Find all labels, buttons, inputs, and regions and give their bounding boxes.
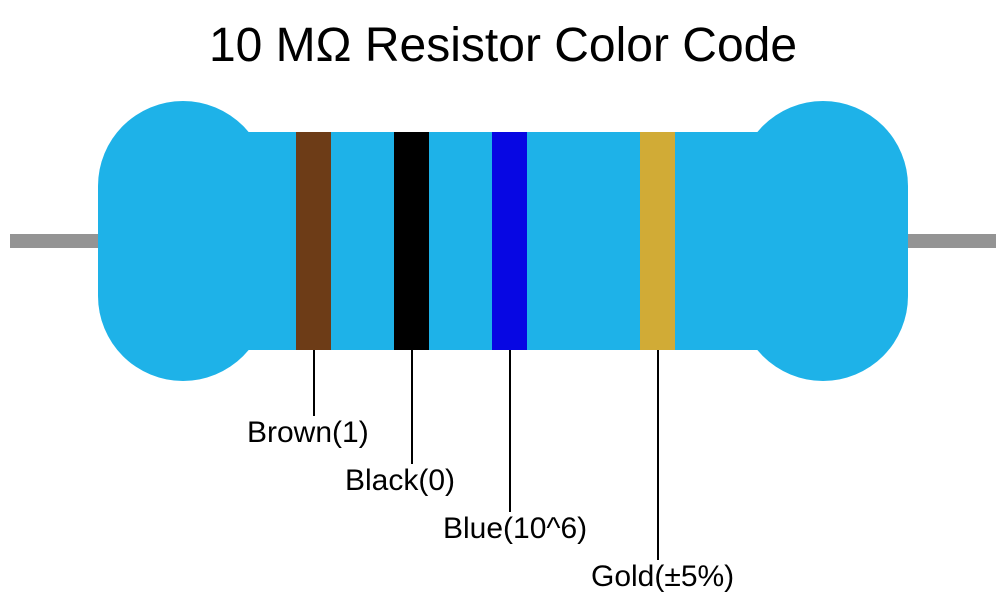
band-label-4: Gold(±5%) xyxy=(591,560,734,594)
leader-line-2 xyxy=(411,350,413,464)
leader-line-1 xyxy=(313,350,315,416)
band-label-1: Brown(1) xyxy=(247,416,369,450)
diagram-title: 10 MΩ Resistor Color Code xyxy=(0,18,1006,73)
band-label-2: Black(0) xyxy=(345,464,455,498)
band-label-3: Blue(10^6) xyxy=(443,512,587,546)
color-band-4 xyxy=(640,132,675,350)
color-band-2 xyxy=(394,132,429,350)
leader-line-3 xyxy=(509,350,511,512)
color-band-1 xyxy=(296,132,331,350)
color-band-3 xyxy=(492,132,527,350)
leader-line-4 xyxy=(657,350,659,560)
